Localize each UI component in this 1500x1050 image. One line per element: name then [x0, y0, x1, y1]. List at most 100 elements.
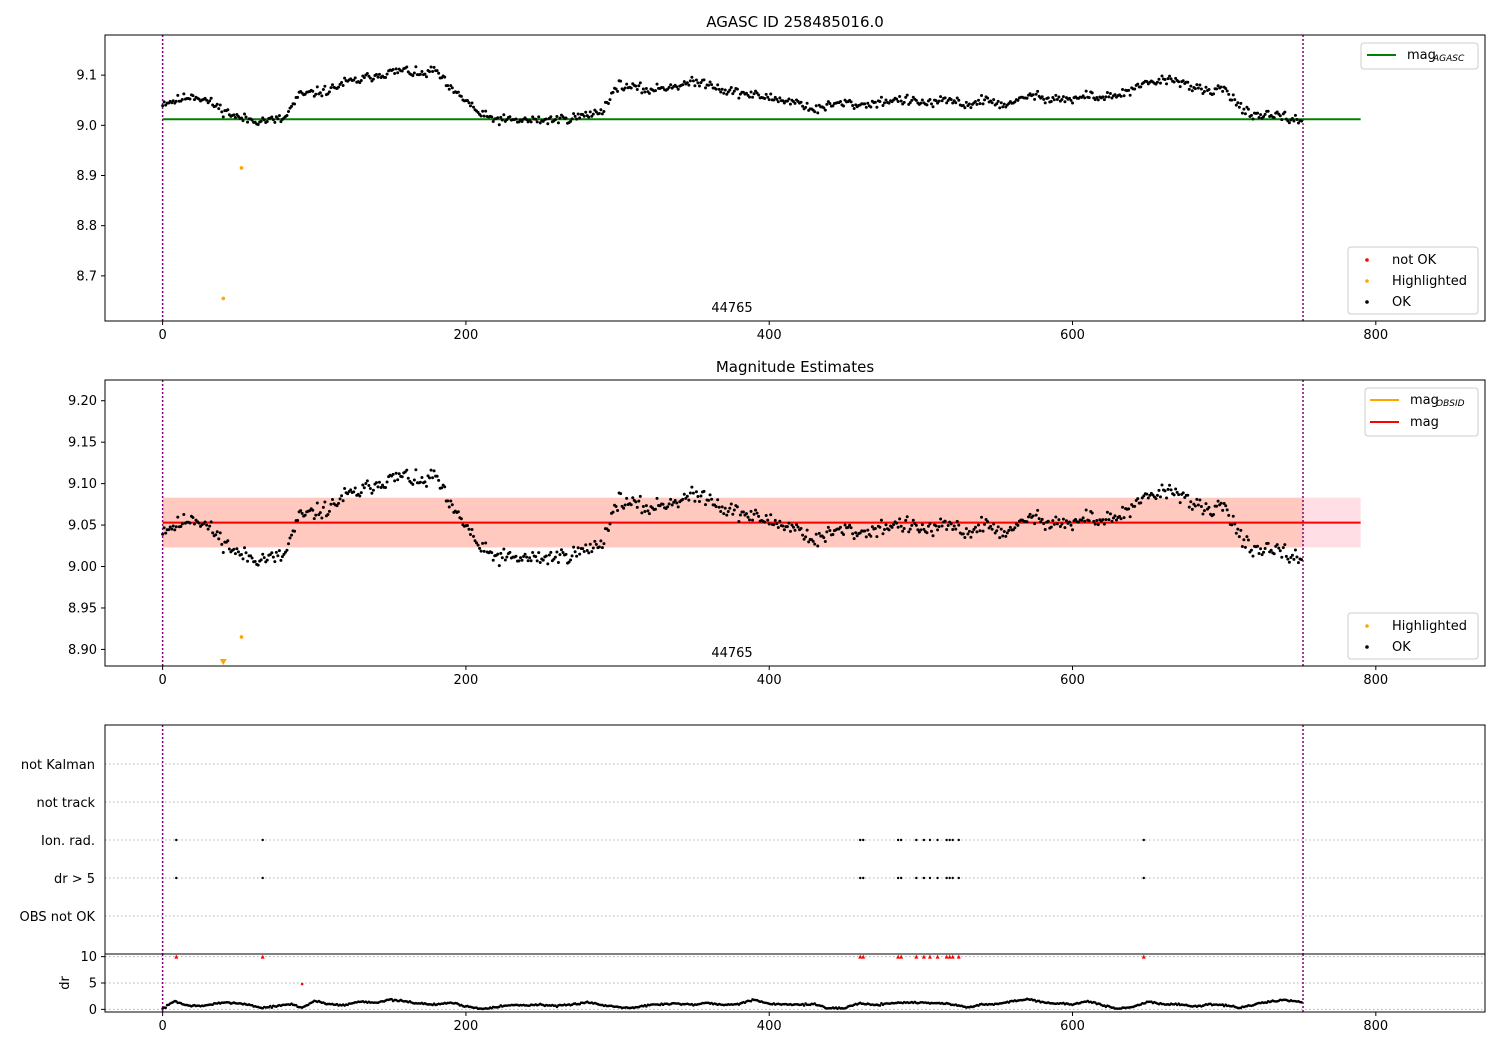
- agasc-data-point: [616, 89, 620, 93]
- flag-point: [945, 876, 948, 880]
- y-tick-label: 8.7: [76, 269, 97, 284]
- estimate-data-point: [288, 536, 292, 540]
- agasc-data-point: [208, 99, 212, 103]
- estimate-data-point: [362, 486, 366, 490]
- flag-point: [922, 876, 926, 880]
- dr-data-point: [270, 1006, 274, 1009]
- estimate-data-point: [676, 505, 680, 509]
- estimate-data-point: [435, 474, 439, 478]
- estimate-data-point: [814, 532, 818, 536]
- estimate-data-point: [1028, 512, 1032, 516]
- agasc-data-point: [629, 86, 633, 90]
- estimate-data-point: [1077, 520, 1081, 524]
- agasc-data-point: [813, 110, 817, 114]
- flag-point: [175, 876, 178, 880]
- agasc-data-point: [276, 117, 280, 121]
- estimate-highlighted-point: [239, 635, 244, 639]
- agasc-data-point: [582, 114, 586, 118]
- estimates-legend-highlighted-label: Highlighted: [1392, 619, 1467, 634]
- estimate-data-point: [908, 527, 912, 531]
- estimate-data-point: [303, 513, 307, 517]
- agasc-data-point: [699, 81, 703, 85]
- estimate-data-point: [892, 523, 896, 527]
- flag-point: [859, 838, 862, 842]
- estimate-data-point: [704, 503, 708, 507]
- agasc-data-point: [443, 75, 447, 79]
- agasc-data-point: [869, 105, 873, 109]
- estimate-data-point: [377, 480, 381, 484]
- estimate-data-point: [180, 522, 184, 526]
- agasc-data-point: [296, 95, 300, 99]
- agasc-data-point: [1121, 87, 1125, 91]
- estimate-data-point: [1158, 495, 1162, 499]
- estimate-data-point: [1127, 507, 1131, 511]
- agasc-data-point: [1178, 85, 1182, 89]
- flag-point: [899, 838, 903, 842]
- estimate-data-point: [696, 494, 700, 498]
- agasc-data-point: [358, 81, 362, 85]
- agasc-data-point: [590, 114, 594, 118]
- estimate-data-point: [594, 542, 598, 546]
- agasc-data-point: [555, 114, 559, 118]
- y-tick-label: 9.10: [68, 477, 97, 492]
- agasc-data-point: [1054, 93, 1058, 97]
- estimate-data-point: [795, 523, 799, 527]
- estimate-data-point: [855, 534, 859, 538]
- flag-point: [922, 838, 926, 842]
- agasc-data-point: [286, 110, 290, 114]
- dr-clipped-marker: [950, 954, 955, 959]
- agasc-data-point: [569, 119, 573, 123]
- estimate-data-point: [320, 516, 324, 520]
- dr-panel: 0 200 400 600 800 0 5 10 dr: [58, 950, 1486, 1034]
- agasc-data-point: [1105, 90, 1109, 94]
- agasc-data-point: [484, 109, 488, 113]
- estimate-data-point: [816, 544, 820, 548]
- agasc-data-point: [852, 106, 856, 110]
- estimate-data-point: [391, 472, 395, 476]
- estimate-data-point: [1001, 534, 1005, 538]
- agasc-data-point: [638, 81, 642, 85]
- estimate-data-point: [1257, 552, 1261, 556]
- agasc-data-point: [708, 80, 712, 84]
- agasc-data-point: [793, 101, 797, 105]
- estimate-data-point: [1107, 518, 1111, 522]
- agasc-data-point: [1239, 101, 1243, 105]
- agasc-data-point: [1157, 77, 1161, 81]
- flag-point: [859, 876, 862, 880]
- estimate-data-point: [1224, 504, 1228, 508]
- estimate-data-point: [720, 505, 724, 509]
- estimate-data-point: [1262, 550, 1266, 554]
- agasc-data-point: [303, 92, 307, 96]
- agasc-data-point: [763, 96, 767, 100]
- flag-point: [928, 876, 932, 880]
- estimate-data-point: [976, 523, 980, 527]
- estimate-data-point: [1061, 517, 1065, 521]
- estimate-data-point: [1154, 497, 1158, 501]
- agasc-data-point: [676, 87, 680, 91]
- estimate-data-point: [188, 521, 192, 525]
- x-tick-label: 400: [757, 328, 782, 343]
- estimate-data-point: [920, 523, 924, 527]
- estimate-data-point: [1007, 528, 1011, 532]
- agasc-data-point: [635, 87, 639, 91]
- y-tick-label: 8.95: [68, 601, 97, 616]
- estimate-data-point: [1083, 519, 1087, 523]
- agasc-data-point: [963, 106, 967, 110]
- agasc-data-point: [983, 98, 987, 102]
- estimate-data-point: [785, 525, 789, 529]
- estimate-data-point: [685, 494, 689, 498]
- estimate-data-point: [926, 524, 930, 528]
- estimate-data-point: [1036, 508, 1040, 512]
- estimate-data-point: [952, 524, 956, 528]
- estimate-data-point: [587, 551, 591, 555]
- estimate-data-point: [754, 508, 758, 512]
- estimate-data-point: [277, 549, 281, 553]
- estimate-data-point: [359, 491, 363, 495]
- estimate-data-point: [881, 532, 885, 536]
- agasc-data-point: [1290, 116, 1294, 120]
- estimate-data-point: [744, 512, 748, 516]
- agasc-data-point: [801, 104, 805, 108]
- estimate-data-point: [929, 529, 933, 533]
- estimate-data-point: [970, 530, 974, 534]
- agasc-data-point: [505, 118, 509, 122]
